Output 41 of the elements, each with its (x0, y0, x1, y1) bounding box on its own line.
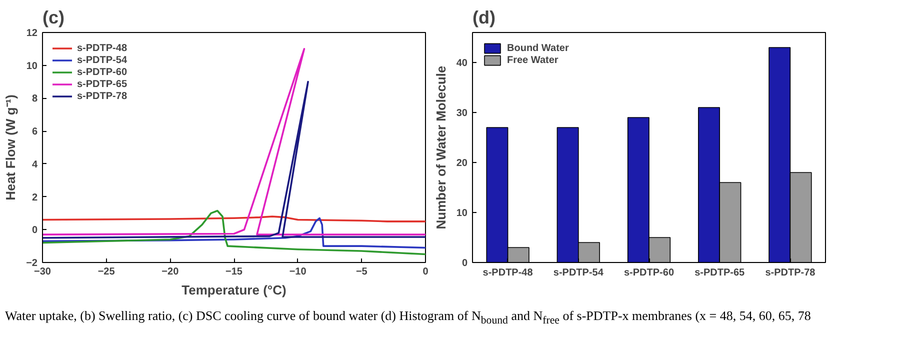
y-tick-label: 8 (32, 94, 38, 105)
x-tick-label: s-PDTP-65 (694, 268, 746, 278)
legend-label: s-PDTP-48 (77, 42, 128, 54)
x-tick-label: s-PDTP-60 (624, 268, 674, 278)
line-series (42, 80, 426, 239)
legend-label: Bound Water (507, 42, 569, 54)
y-tick-label: 20 (456, 158, 468, 169)
x-tick-label: 0 (422, 266, 429, 278)
y-tick-label: −2 (26, 258, 38, 269)
x-tick-label: s-PDTP-78 (765, 268, 816, 278)
line-series (42, 210, 426, 256)
legend-label: s-PDTP-78 (77, 90, 128, 102)
legend-label: Free Water (507, 54, 558, 66)
y-axis-title: Heat Flow (W g⁻¹) (3, 94, 18, 200)
y-tick-label: 2 (32, 192, 38, 204)
x-axis-title: Temperature (°C) (182, 282, 286, 298)
y-tick-label: 30 (456, 108, 468, 119)
x-tick-label: s-PDTP-54 (553, 268, 604, 278)
y-tick-label: 0 (32, 225, 38, 236)
line-series (42, 217, 426, 249)
x-tick-label: −30 (34, 266, 52, 278)
y-tick-label: 6 (32, 126, 38, 138)
x-tick-label: −20 (162, 266, 180, 278)
x-tick-label: −25 (98, 266, 116, 278)
legend-label: s-PDTP-65 (77, 78, 128, 90)
y-tick-label: 0 (462, 258, 468, 269)
y-tick-label: 10 (456, 208, 468, 219)
y-axis-title: Number of Water Molecule (433, 66, 448, 230)
chart-title: (d) (472, 8, 496, 28)
x-tick-label: s-PDTP-48 (482, 268, 534, 278)
y-tick-label: 10 (26, 60, 38, 72)
x-tick-label: −10 (289, 266, 307, 278)
y-tick-label: 12 (26, 28, 38, 39)
legend-label: s-PDTP-54 (77, 54, 128, 66)
y-tick-label: 4 (32, 159, 38, 170)
chart-title: (c) (42, 8, 65, 28)
x-tick-label: −15 (226, 266, 243, 278)
text: Water uptake, (b) Swelling ratio, (c) DSC cooling curve of bound water (d) Histogram of N$_{bound}$ and N$_{free}$ of s-PDTP-x membranes (x = 48, 54, 60, 65, 78 (5, 307, 811, 329)
legend-label: s-PDTP-60 (77, 66, 128, 78)
x-tick-label: −5 (356, 266, 368, 278)
y-tick-label: 40 (456, 58, 468, 69)
